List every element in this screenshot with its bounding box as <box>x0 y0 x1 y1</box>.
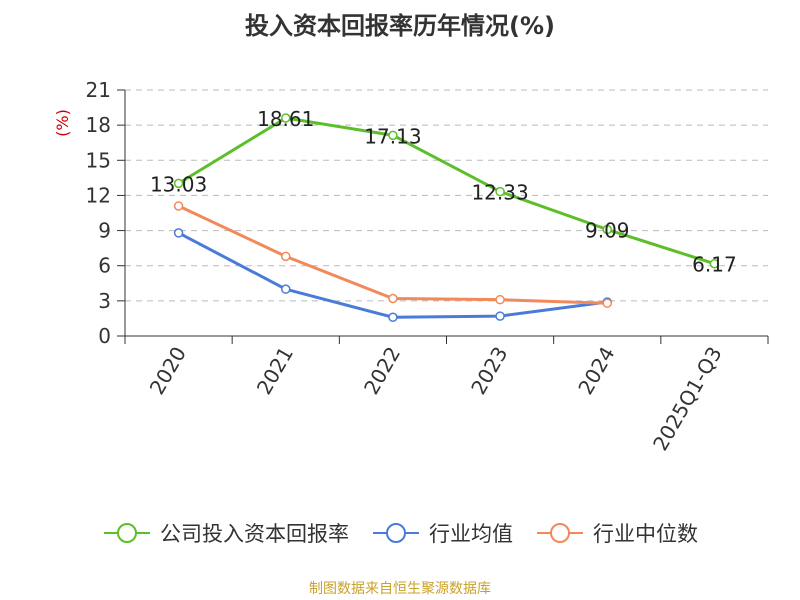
data-point <box>388 130 398 141</box>
y-tick-label: 12 <box>86 183 111 207</box>
source-note: 制图数据来自恒生聚源数据库 <box>309 581 491 597</box>
legend: 公司投入资本回报率 行业均值 行业中位数 <box>0 518 800 548</box>
data-point <box>173 178 184 189</box>
data-label: 9.09 <box>585 219 630 243</box>
x-tick-label: 2022 <box>359 343 405 399</box>
series-line-1 <box>177 231 608 319</box>
data-label: 12.33 <box>471 181 528 205</box>
grid-lines <box>125 89 768 302</box>
data-point <box>602 298 612 308</box>
data-point <box>388 293 398 304</box>
data-point <box>173 228 184 238</box>
x-tick-label: 2023 <box>466 343 512 399</box>
data-point <box>281 284 291 294</box>
legend-item[interactable]: 行业中位数 <box>535 518 698 548</box>
legend-label: 公司投入资本回报率 <box>160 522 349 546</box>
data-label: 13.03 <box>150 172 207 196</box>
data-label: 17.13 <box>364 124 421 148</box>
legend-marker-icon <box>373 523 419 543</box>
data-point <box>388 312 398 323</box>
y-tick-label: 18 <box>86 113 111 137</box>
data-point <box>495 311 505 321</box>
series-lines <box>173 113 720 323</box>
legend-marker-icon <box>537 523 583 543</box>
legend-label: 行业中位数 <box>593 522 698 546</box>
y-tick-label: 15 <box>86 148 111 172</box>
y-axis-title: (%) <box>53 109 72 137</box>
y-tick-label: 3 <box>98 289 111 313</box>
series-line-0 <box>177 116 715 266</box>
data-point <box>281 113 291 123</box>
data-labels: 13.03 18.61 17.13 12.33 9.09 6.17 <box>150 107 737 277</box>
legend-item[interactable]: 行业均值 <box>371 518 513 548</box>
legend-item[interactable]: 公司投入资本回报率 <box>102 518 349 548</box>
legend-marker-icon <box>104 523 150 543</box>
x-tick-label: 2020 <box>145 343 191 399</box>
data-label: 6.17 <box>692 253 737 277</box>
x-tick-label: 2025Q1-Q3 <box>648 343 727 455</box>
y-tick-label: 0 <box>98 324 111 348</box>
y-tick-label: 9 <box>98 219 111 243</box>
data-label: 18.61 <box>257 107 314 131</box>
y-tick-label: 21 <box>86 78 111 102</box>
chart-title: 投入资本回报率历年情况(%) <box>245 12 555 40</box>
data-point <box>709 258 720 269</box>
series-line-2 <box>177 204 608 305</box>
data-point <box>173 201 184 211</box>
data-point <box>602 224 612 235</box>
data-point <box>495 294 505 305</box>
x-tick-label: 2021 <box>252 343 298 399</box>
data-point <box>495 186 505 197</box>
legend-label: 行业均值 <box>429 522 513 546</box>
data-point <box>281 251 291 262</box>
y-tick-label: 6 <box>98 254 111 278</box>
x-tick-label: 2024 <box>573 343 619 399</box>
